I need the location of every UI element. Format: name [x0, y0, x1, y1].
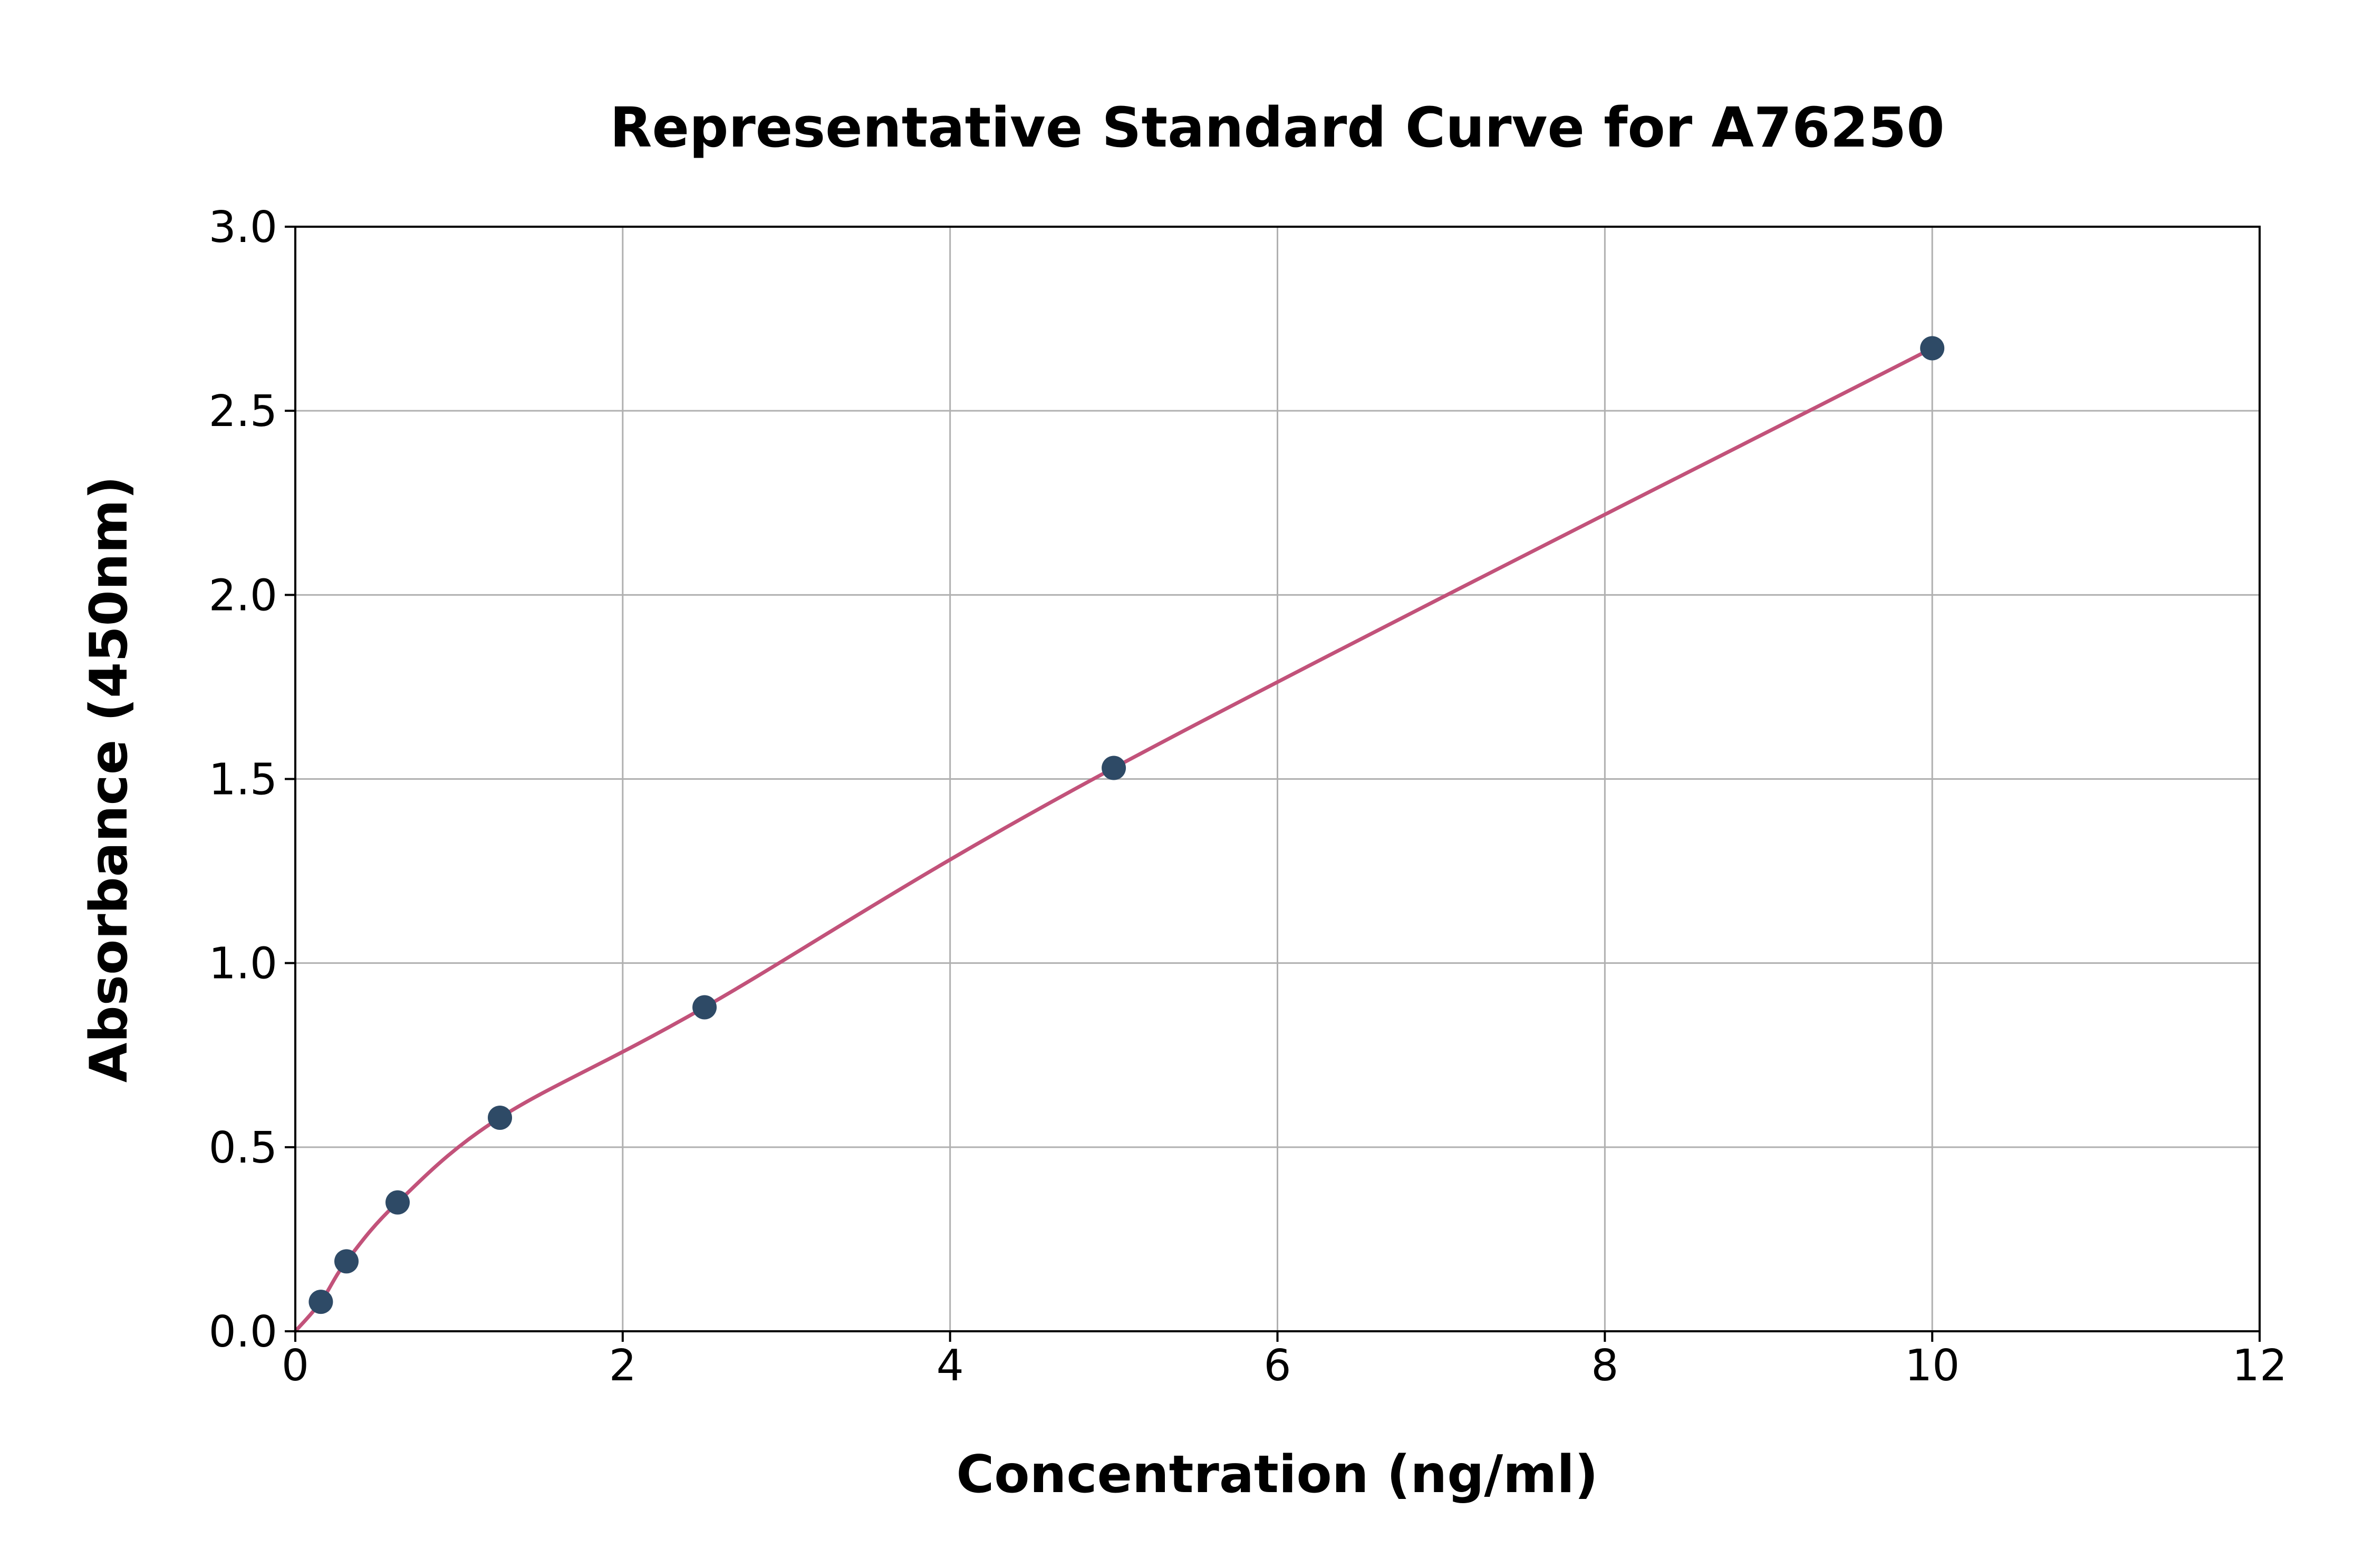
data-point	[1920, 336, 1945, 361]
y-tick-label: 0.5	[209, 1123, 277, 1173]
ticks-layer	[285, 226, 2261, 1342]
x-tick-label: 10	[1905, 1341, 1960, 1391]
chart-title: Representative Standard Curve for A76250	[610, 95, 1944, 160]
y-tick-label: 2.0	[209, 570, 277, 621]
x-tick-label: 6	[1263, 1341, 1291, 1391]
y-tick-label: 1.5	[209, 755, 277, 805]
tick-labels-layer: 0 2 4 6 8 10 12 0.0 0.5 1.0 1.5 2.0 2.5 3.0	[209, 202, 2288, 1391]
data-point	[1102, 756, 1126, 780]
data-point	[385, 1190, 410, 1215]
y-tick-label: 2.5	[209, 386, 277, 437]
x-tick-label: 0	[282, 1341, 309, 1391]
x-tick-label: 8	[1591, 1341, 1618, 1391]
x-tick-label: 12	[2232, 1341, 2287, 1391]
y-tick-label: 3.0	[209, 202, 277, 253]
x-axis-label: Concentration (ng/ml)	[956, 1445, 1598, 1505]
data-point	[308, 1290, 333, 1314]
y-axis-label: Absorbance (450nm)	[79, 476, 139, 1083]
x-tick-label: 4	[937, 1341, 964, 1391]
data-point	[334, 1249, 359, 1274]
x-tick-label: 2	[609, 1341, 636, 1391]
y-tick-label: 1.0	[209, 939, 277, 989]
y-tick-label: 0.0	[209, 1307, 277, 1357]
data-points-layer	[308, 336, 1945, 1314]
data-point	[488, 1105, 513, 1130]
data-point	[692, 995, 717, 1020]
